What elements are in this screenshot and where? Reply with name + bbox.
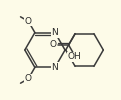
Text: O: O xyxy=(50,40,57,49)
Text: OH: OH xyxy=(68,52,81,61)
Text: O: O xyxy=(25,74,32,83)
Text: N: N xyxy=(52,28,58,37)
Text: O: O xyxy=(25,17,32,26)
Text: N: N xyxy=(52,63,58,72)
